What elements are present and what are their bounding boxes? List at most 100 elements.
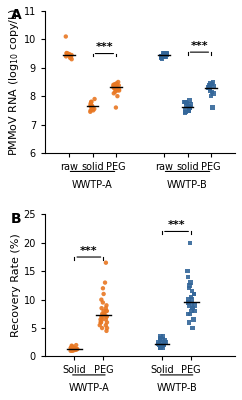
Point — [65, 50, 68, 56]
Point — [208, 82, 212, 88]
Text: ***: *** — [191, 41, 208, 51]
Point — [165, 51, 169, 57]
Point — [209, 80, 212, 86]
Point — [207, 82, 211, 88]
Text: ***: *** — [80, 246, 98, 256]
Point — [157, 342, 161, 348]
Point — [104, 314, 108, 320]
Point — [160, 53, 164, 59]
Point — [158, 336, 162, 343]
Point — [72, 346, 76, 353]
Point — [70, 342, 74, 349]
Point — [69, 346, 73, 352]
Point — [99, 314, 103, 320]
Point — [90, 106, 94, 112]
Point — [208, 86, 212, 92]
Point — [69, 345, 73, 351]
Point — [98, 322, 102, 328]
Point — [157, 339, 160, 346]
Point — [161, 52, 165, 58]
Point — [186, 103, 190, 109]
Point — [162, 50, 166, 57]
Text: ***: *** — [168, 220, 185, 230]
Point — [160, 56, 164, 62]
Point — [212, 83, 215, 90]
Point — [73, 345, 77, 351]
Point — [186, 299, 190, 306]
Point — [191, 325, 195, 331]
Point — [190, 296, 194, 303]
Point — [89, 102, 92, 108]
Point — [92, 106, 96, 112]
Point — [91, 107, 95, 114]
Point — [72, 345, 76, 352]
Point — [207, 84, 211, 91]
Point — [162, 341, 166, 347]
Point — [102, 308, 106, 314]
Point — [160, 342, 164, 348]
Point — [186, 311, 190, 317]
Text: WWTP-A: WWTP-A — [68, 384, 109, 394]
Point — [104, 322, 108, 328]
Point — [192, 291, 196, 297]
Point — [104, 305, 108, 311]
Point — [66, 50, 70, 57]
Text: ***: *** — [96, 42, 113, 52]
Point — [158, 345, 162, 351]
Point — [105, 319, 109, 326]
Point — [160, 54, 164, 60]
Point — [115, 81, 119, 88]
Point — [69, 348, 73, 354]
Point — [184, 102, 188, 108]
Point — [113, 81, 117, 88]
Point — [105, 314, 109, 320]
Point — [72, 345, 76, 352]
Y-axis label: PMMoV RNA (log$_{10}$ copy/L): PMMoV RNA (log$_{10}$ copy/L) — [7, 8, 21, 156]
Point — [115, 82, 119, 88]
Point — [98, 316, 102, 323]
Point — [88, 108, 92, 115]
Point — [160, 343, 164, 350]
Point — [105, 325, 109, 331]
Point — [182, 99, 186, 105]
Point — [112, 83, 115, 90]
Text: WWTP-A: WWTP-A — [72, 180, 113, 190]
Point — [191, 305, 195, 311]
Point — [212, 90, 216, 96]
Point — [164, 50, 167, 57]
Point — [192, 316, 196, 323]
Point — [161, 333, 165, 340]
Point — [162, 52, 166, 58]
Point — [117, 87, 121, 94]
Point — [114, 80, 118, 86]
Point — [208, 87, 212, 94]
Point — [117, 86, 121, 92]
Point — [112, 82, 115, 88]
Point — [161, 336, 165, 343]
Point — [102, 311, 106, 317]
Point — [186, 274, 190, 280]
Point — [209, 93, 213, 99]
Point — [187, 285, 191, 292]
Point — [64, 33, 68, 40]
Point — [69, 345, 73, 351]
Point — [89, 99, 93, 105]
Point — [163, 337, 167, 344]
Point — [160, 343, 164, 350]
Point — [73, 346, 77, 353]
Point — [164, 53, 168, 60]
Point — [207, 84, 211, 91]
Point — [70, 343, 74, 350]
Point — [187, 106, 191, 112]
Point — [193, 308, 197, 314]
Point — [104, 260, 108, 266]
Point — [161, 50, 165, 57]
Point — [112, 90, 116, 96]
Point — [91, 104, 95, 111]
Point — [183, 106, 187, 112]
Point — [184, 108, 188, 115]
Point — [192, 302, 196, 308]
Point — [189, 279, 192, 286]
Point — [190, 305, 194, 311]
Point — [210, 89, 214, 95]
